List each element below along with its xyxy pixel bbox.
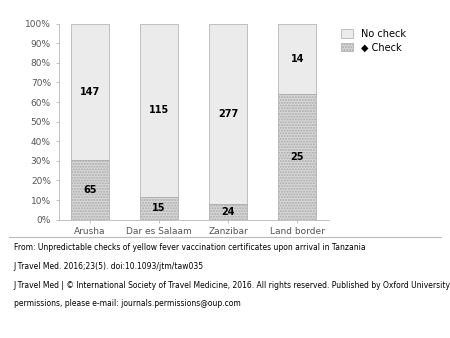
- Text: From: Unpredictable checks of yellow fever vaccination certificates upon arrival: From: Unpredictable checks of yellow fev…: [14, 243, 365, 252]
- Bar: [209, 24, 247, 204]
- Text: permissions, please e-mail: journals.permissions@oup.com: permissions, please e-mail: journals.per…: [14, 299, 240, 308]
- Bar: [278, 94, 316, 220]
- Text: 115: 115: [149, 105, 169, 115]
- Text: 277: 277: [218, 109, 238, 119]
- Bar: [278, 24, 316, 94]
- Bar: [140, 197, 178, 220]
- Bar: [140, 24, 178, 197]
- Text: J Travel Med | © International Society of Travel Medicine, 2016. All rights rese: J Travel Med | © International Society o…: [14, 281, 450, 290]
- Text: 25: 25: [290, 152, 304, 162]
- Legend: No check, ◆ Check: No check, ◆ Check: [342, 28, 406, 52]
- Text: 147: 147: [80, 87, 100, 97]
- Text: J Travel Med. 2016;23(5). doi:10.1093/jtm/taw035: J Travel Med. 2016;23(5). doi:10.1093/jt…: [14, 262, 203, 271]
- Bar: [71, 24, 109, 160]
- Text: 24: 24: [221, 207, 235, 217]
- Bar: [209, 204, 247, 220]
- Text: 14: 14: [290, 54, 304, 64]
- Text: 15: 15: [152, 203, 166, 213]
- Bar: [71, 160, 109, 220]
- Text: 65: 65: [83, 185, 97, 195]
